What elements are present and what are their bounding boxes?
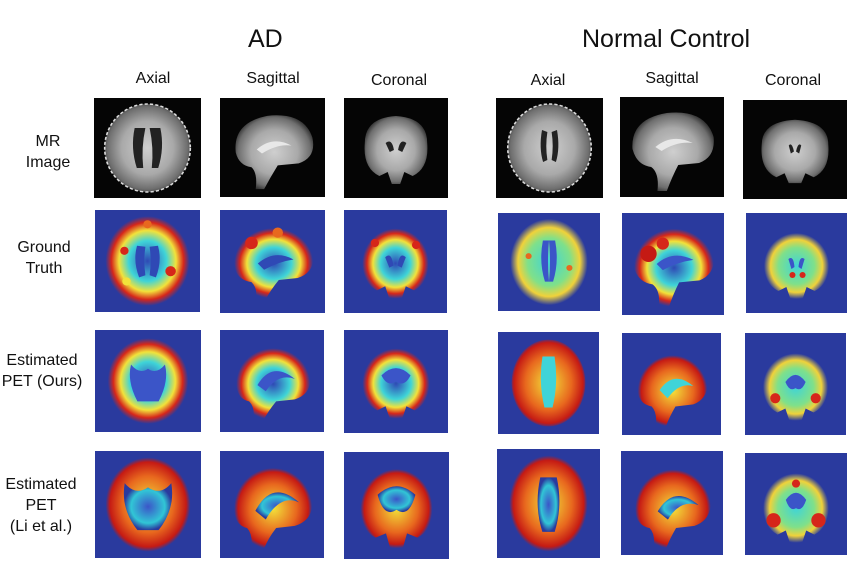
ad-coronal-estimated-li bbox=[344, 452, 449, 559]
row-label-li-line2: PET bbox=[25, 497, 57, 514]
ad-coronal-ground-truth bbox=[344, 210, 447, 313]
nc-sagittal-mr-image bbox=[620, 97, 724, 197]
ad-sagittal-estimated-li bbox=[220, 451, 324, 558]
nc-axial-header: Axial bbox=[530, 72, 566, 89]
ad-axial-estimated-ours bbox=[95, 330, 201, 432]
nc-sagittal-ground-truth bbox=[622, 213, 724, 315]
ad-sagittal-header: Sagittal bbox=[246, 70, 300, 87]
row-label-ours-line2: PET (Ours) bbox=[1, 373, 83, 390]
row-label-li-line3: (Li et al.) bbox=[9, 518, 73, 535]
row-label-mr-line1: MR bbox=[35, 133, 61, 150]
nc-coronal-mr-image bbox=[743, 100, 847, 199]
nc-coronal-ground-truth bbox=[746, 213, 847, 313]
row-label-li-line1: Estimated bbox=[5, 476, 77, 493]
nc-coronal-header: Coronal bbox=[764, 72, 822, 89]
nc-axial-estimated-li bbox=[497, 449, 600, 558]
ad-axial-header: Axial bbox=[135, 70, 171, 87]
ad-group-title: AD bbox=[248, 25, 283, 53]
nc-axial-mr-image bbox=[496, 98, 603, 198]
row-label-estimated-ours: Estimated PET (Ours) bbox=[0, 350, 92, 392]
nc-sagittal-estimated-li bbox=[621, 451, 723, 555]
ad-sagittal-mr-image bbox=[220, 98, 325, 197]
ad-coronal-mr-image bbox=[344, 98, 448, 198]
nc-axial-estimated-ours bbox=[498, 332, 599, 434]
nc-coronal-estimated-li bbox=[745, 453, 847, 555]
nc-sagittal-header: Sagittal bbox=[645, 70, 699, 87]
ad-axial-estimated-li bbox=[95, 451, 201, 558]
row-label-mr-line2: Image bbox=[25, 154, 71, 171]
nc-axial-ground-truth bbox=[498, 213, 600, 311]
row-label-gt-line2: Truth bbox=[25, 260, 63, 277]
ad-axial-mr-image bbox=[94, 98, 201, 198]
nc-sagittal-estimated-ours bbox=[622, 333, 721, 435]
ad-sagittal-ground-truth bbox=[220, 210, 325, 313]
row-label-gt-line1: Ground bbox=[17, 239, 71, 256]
ad-sagittal-estimated-ours bbox=[220, 330, 324, 432]
row-label-ground-truth: Ground Truth bbox=[0, 237, 94, 279]
row-label-ours-line1: Estimated bbox=[6, 352, 78, 369]
normal-control-group-title: Normal Control bbox=[582, 25, 751, 53]
ad-axial-ground-truth bbox=[95, 210, 200, 312]
nc-coronal-estimated-ours bbox=[745, 333, 846, 435]
ad-coronal-header: Coronal bbox=[370, 72, 428, 89]
ad-coronal-estimated-ours bbox=[344, 330, 448, 433]
row-label-estimated-li: Estimated PET (Li et al.) bbox=[0, 474, 91, 537]
row-label-mr-image: MR Image bbox=[0, 131, 98, 173]
